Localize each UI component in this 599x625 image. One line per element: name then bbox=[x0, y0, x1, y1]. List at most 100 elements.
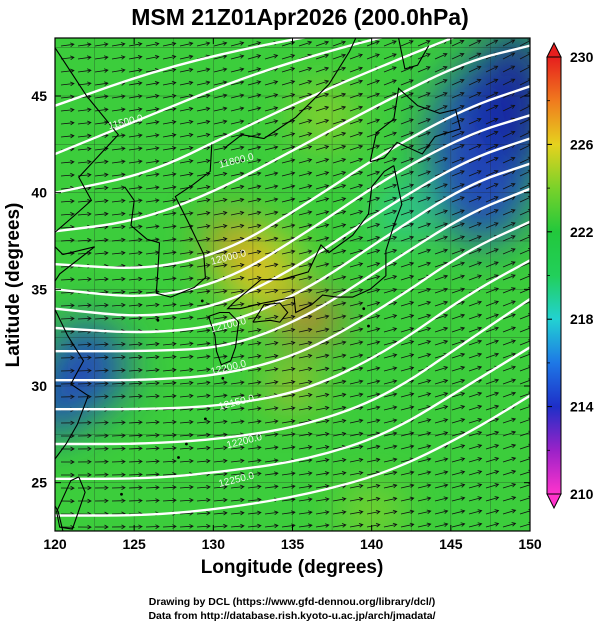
wind-arrow bbox=[349, 301, 364, 307]
wind-arrow bbox=[247, 445, 262, 450]
x-axis-ticks: 120 125 130 135 140 145 150 bbox=[43, 38, 542, 552]
wind-arrow bbox=[349, 431, 364, 437]
wind-arrow bbox=[128, 211, 143, 217]
wind-arrow bbox=[179, 263, 194, 268]
wind-arrow bbox=[213, 419, 228, 425]
wind-arrow bbox=[162, 93, 177, 99]
wind-arrow bbox=[281, 249, 296, 255]
wind-arrow bbox=[502, 326, 516, 333]
wind-arrow bbox=[315, 79, 330, 86]
wind-arrow bbox=[247, 184, 262, 190]
wind-arrow bbox=[400, 301, 415, 307]
wind-arrow bbox=[383, 353, 398, 359]
wind-arrow bbox=[247, 197, 262, 203]
wind-arrow bbox=[94, 211, 109, 217]
coast-korea bbox=[124, 144, 213, 298]
wind-arrow bbox=[298, 66, 313, 73]
wind-arrow bbox=[145, 472, 160, 477]
wind-arrow bbox=[94, 159, 109, 165]
wind-arrow bbox=[383, 470, 398, 476]
wind-arrow bbox=[434, 418, 449, 424]
wind-arrow bbox=[111, 302, 126, 308]
wind-arrow bbox=[61, 472, 75, 478]
wind-arrow bbox=[94, 237, 109, 243]
wind-arrow bbox=[502, 300, 516, 307]
wind-arrow bbox=[502, 509, 517, 515]
wind-arrow bbox=[383, 157, 398, 164]
wind-arrow bbox=[145, 459, 160, 464]
wind-arrow bbox=[468, 326, 483, 333]
wind-arrow bbox=[451, 392, 466, 398]
wind-arrow bbox=[502, 339, 516, 346]
wind-arrow bbox=[111, 433, 126, 438]
wind-arrow bbox=[502, 222, 516, 229]
wind-arrow bbox=[213, 523, 228, 529]
wind-arrow bbox=[485, 483, 500, 489]
plot-area: 11500.011800.012000.012100.012200.012150… bbox=[55, 38, 530, 531]
wind-arrow bbox=[128, 133, 143, 138]
wind-arrow bbox=[468, 274, 482, 281]
wind-arrow bbox=[451, 131, 465, 138]
wind-arrow bbox=[60, 212, 75, 217]
wind-arrow bbox=[94, 368, 109, 373]
wind-arrow bbox=[400, 327, 415, 333]
wind-arrow bbox=[485, 287, 499, 294]
wind-arrow bbox=[502, 130, 516, 138]
wind-arrow bbox=[383, 405, 398, 411]
wind-arrow bbox=[451, 496, 466, 502]
wind-arrow bbox=[485, 457, 500, 463]
wind-arrow bbox=[349, 105, 364, 112]
wind-arrow bbox=[128, 42, 143, 47]
wind-arrow bbox=[468, 78, 482, 86]
coastlines bbox=[55, 38, 461, 531]
wind-arrow bbox=[247, 458, 262, 464]
wind-arrow bbox=[400, 105, 414, 112]
wind-arrow bbox=[145, 354, 160, 360]
wind-arrow bbox=[349, 314, 364, 320]
wind-arrow bbox=[468, 52, 482, 60]
wind-arrow bbox=[434, 313, 449, 320]
wind-arrow bbox=[332, 471, 347, 476]
wind-arrow bbox=[434, 53, 448, 60]
wind-arrow bbox=[502, 183, 516, 190]
wind-arrow bbox=[468, 339, 483, 346]
wind-arrow bbox=[298, 432, 313, 437]
wind-arrow bbox=[196, 341, 211, 346]
wind-arrow bbox=[451, 339, 466, 346]
wind-arrow bbox=[213, 497, 228, 503]
wind-arrow bbox=[383, 431, 398, 437]
wind-arrow bbox=[111, 198, 126, 204]
wind-arrow bbox=[247, 67, 262, 73]
wind-arrow bbox=[196, 224, 211, 229]
wind-arrow bbox=[128, 107, 143, 112]
wind-arrow bbox=[434, 522, 449, 528]
wind-arrow bbox=[400, 261, 415, 268]
wind-arrow bbox=[128, 250, 143, 256]
wind-arrow bbox=[349, 170, 364, 177]
wind-arrow bbox=[196, 380, 211, 386]
wind-arrow bbox=[145, 237, 160, 243]
coast-taiwan bbox=[56, 476, 86, 530]
wind-arrow bbox=[400, 222, 415, 229]
wind-arrow bbox=[349, 470, 364, 476]
wind-arrow bbox=[315, 171, 330, 177]
wind-arrow bbox=[179, 315, 194, 321]
island bbox=[120, 492, 123, 496]
wind-arrow bbox=[349, 457, 364, 463]
wind-arrow bbox=[264, 93, 279, 99]
wind-arrow bbox=[77, 55, 92, 60]
wind-arrow bbox=[145, 315, 160, 321]
wind-arrow bbox=[247, 341, 262, 346]
wind-arrow bbox=[162, 446, 177, 451]
wind-arrow bbox=[230, 67, 245, 73]
wind-arrow bbox=[77, 316, 92, 321]
wind-arrow bbox=[128, 224, 143, 230]
wind-arrow bbox=[468, 91, 482, 99]
wind-arrow bbox=[315, 210, 330, 216]
wind-arrow bbox=[349, 418, 364, 424]
wind-arrow bbox=[366, 496, 381, 502]
wind-arrow bbox=[196, 432, 211, 438]
wind-arrow bbox=[230, 289, 245, 294]
wind-arrow bbox=[315, 92, 330, 99]
wind-arrow bbox=[417, 40, 431, 47]
